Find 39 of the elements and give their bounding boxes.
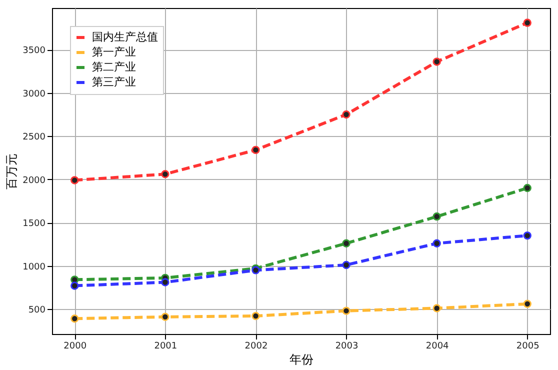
y-tick-label: 1500: [22, 219, 46, 230]
y-axis-title: 百万元: [4, 154, 19, 190]
y-tick-label: 500: [28, 306, 46, 316]
legend-label: 第一产业: [92, 46, 136, 58]
point: [342, 306, 350, 315]
point: [523, 300, 532, 308]
point: [161, 278, 170, 286]
x-tick-label: 2005: [516, 342, 540, 352]
point: [432, 58, 441, 66]
x-tick-label: 2000: [64, 342, 87, 352]
point: [342, 239, 350, 248]
y-tick-label: 3500: [22, 46, 46, 56]
point: [252, 312, 260, 320]
legend-label: 国内生产总值: [92, 30, 158, 44]
point: [252, 146, 260, 154]
x-tick-label: 2002: [244, 342, 268, 352]
point: [70, 314, 79, 323]
x-tick-label: 2001: [154, 342, 178, 352]
point: [523, 231, 532, 240]
point: [70, 282, 79, 290]
point: [161, 312, 170, 321]
point: [523, 18, 532, 27]
y-tick-label: 1000: [22, 262, 46, 272]
legend-label: 第二产业: [92, 60, 136, 74]
x-axis-title: 年份: [290, 352, 314, 366]
y-tick-label: 3000: [22, 89, 46, 100]
x-tick-label: 2004: [426, 342, 450, 352]
point: [432, 304, 441, 312]
y-tick-label: 2500: [22, 132, 46, 143]
point: [432, 212, 441, 221]
point: [523, 184, 532, 192]
legend-label: 第三产业: [92, 76, 136, 88]
point: [161, 170, 170, 178]
point: [70, 176, 79, 184]
point: [342, 110, 350, 119]
x-tick-label: 2003: [335, 342, 358, 352]
y-tick-label: 2000: [22, 176, 46, 186]
point: [342, 260, 350, 270]
point: [432, 239, 441, 248]
